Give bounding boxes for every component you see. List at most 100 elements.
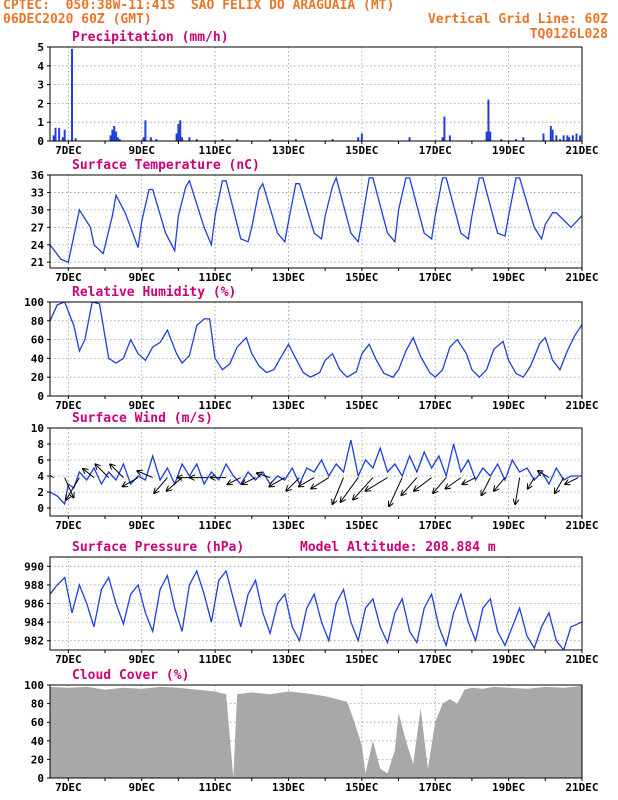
precip-bar [109,135,112,141]
panel-title: Surface Pressure (hPa) [72,540,244,555]
precip-bar [571,135,574,141]
precip-bar [294,139,297,141]
wind-vector [64,477,74,498]
x-tick-label: 9DEC [128,271,155,284]
panel-title: Precipitation (mm/h) [72,30,229,45]
x-tick-label: 15DEC [345,271,378,284]
x-tick-label: 19DEC [492,399,525,412]
wind-vector [462,477,476,485]
wind-vector [433,477,447,493]
x-tick-label: 13DEC [272,653,305,666]
y-tick-label: 27 [31,221,44,234]
precip-bar [63,129,66,141]
panel-frame [49,684,583,779]
precip-bar [489,131,492,141]
y-tick-label: 33 [31,186,44,199]
x-tick-label: 7DEC [55,519,82,532]
panel-frame [49,174,583,269]
precip-bar [575,133,578,141]
x-tick-label: 15DEC [345,144,378,157]
wind-vector [66,477,80,500]
precip-bar [562,135,565,141]
y-tick-label: 100 [24,296,44,309]
precip-bar [558,139,561,141]
panel-5: Surface Pressure (hPa) Model Altitude: 20… [24,540,598,666]
x-tick-label: 9DEC [128,144,155,157]
wind-vector [228,477,242,485]
wind-vector [389,477,403,507]
panel-title: Relative Humidity (%) [72,285,236,300]
x-tick-label: 7DEC [55,144,82,157]
precip-bar [555,135,558,141]
x-tick-label: 9DEC [128,781,155,794]
y-tick-label: 20 [31,371,44,384]
y-tick-label: 8 [37,438,44,451]
precip-bar [195,139,198,141]
precip-bar [188,137,191,141]
x-tick-label: 9DEC [128,399,155,412]
wind-vector [154,477,168,493]
precip-bar [566,135,569,141]
x-tick-label: 13DEC [272,271,305,284]
x-tick-label: 15DEC [345,399,378,412]
panel-title: Surface Wind (m/s) [72,411,213,426]
precip-bar [568,137,571,141]
wind-vector [341,477,359,502]
x-tick-label: 15DEC [345,653,378,666]
y-tick-label: 986 [24,598,44,611]
precip-bar [357,137,360,141]
y-tick-label: 36 [31,169,45,182]
y-tick-label: 60 [31,716,44,729]
x-tick-label: 17DEC [419,399,452,412]
x-tick-label: 13DEC [272,399,305,412]
wind-vector [50,474,54,479]
series-line [50,175,582,264]
x-tick-label: 21DEC [565,519,598,532]
x-tick-label: 21DEC [565,399,598,412]
precip-bar [179,120,182,141]
y-tick-label: 40 [31,735,44,748]
panel-frame [49,301,583,397]
panel-3: Relative Humidity (%) 0 20 40 60 80 100 7DEC 9DE… [24,285,598,412]
y-tick-label: 0 [37,135,44,148]
wind-vector [299,477,315,487]
x-tick-label: 11DEC [199,653,232,666]
x-tick-label: 21DEC [565,781,598,794]
precip-bar [58,127,61,141]
precip-bar [443,116,446,141]
x-tick-label: 7DEC [55,653,82,666]
precip-bar [542,133,545,141]
y-tick-label: 21 [31,256,45,269]
x-tick-label: 11DEC [199,399,232,412]
plot-area [50,175,582,264]
x-tick-label: 17DEC [419,519,452,532]
precip-bar [360,133,363,141]
y-tick-label: 80 [31,698,44,711]
wind-vector [494,477,506,491]
plot-area [50,685,582,778]
panel-4: Surface Wind (m/s) 0 2 4 6 8 10 7DEC 9DEC 11DEC 13… [31,411,599,532]
panel-annotation: Model Altitude: 208.884 m [300,540,496,555]
y-tick-label: 60 [31,334,44,347]
panel-1: Precipitation (mm/h) 0 1 2 3 4 5 7DEC 9DEC 11DEC 1… [37,30,598,157]
y-tick-label: 3 [37,79,44,92]
y-tick-label: 0 [37,390,44,403]
precip-bar [118,139,121,141]
wind-vector [96,464,110,478]
x-tick-label: 15DEC [345,781,378,794]
wind-vector [565,477,579,485]
x-tick-label: 21DEC [565,653,598,666]
series-line [50,439,582,506]
precip-bar [441,137,444,141]
wind-vector [167,477,183,491]
plot-area [50,302,582,379]
precip-bar [221,139,224,141]
y-tick-label: 982 [24,635,44,648]
precip-bar [155,139,158,141]
precip-bar [61,137,64,141]
x-tick-label: 21DEC [565,144,598,157]
precip-bar [181,137,184,141]
precip-bar [111,129,114,141]
panel-frame [49,556,583,651]
series-line [50,302,582,379]
